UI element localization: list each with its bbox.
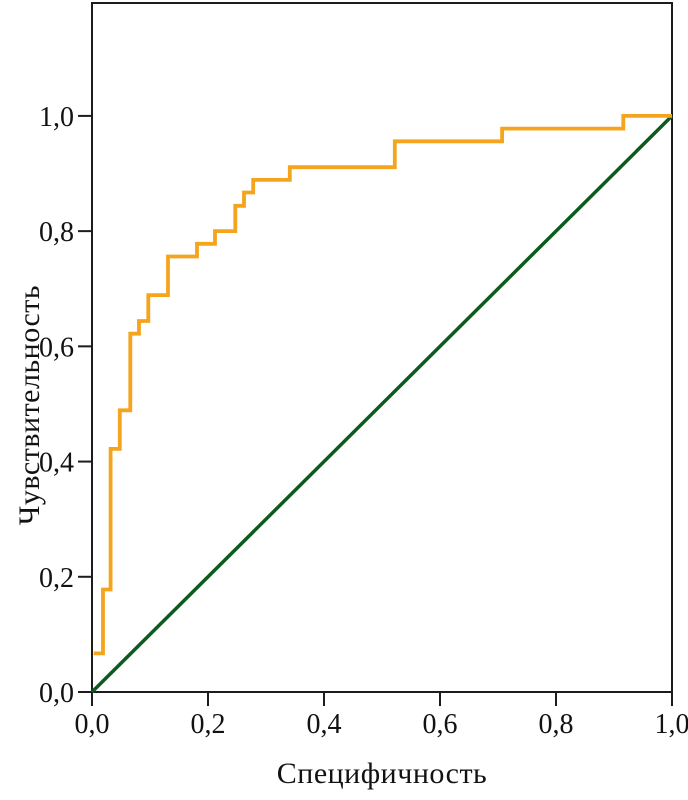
y-tick-label: 0,6 xyxy=(39,332,74,363)
y-tick-label: 0,2 xyxy=(39,563,74,594)
y-tick-label: 1,0 xyxy=(39,102,74,133)
x-tick-label: 0,4 xyxy=(307,709,342,740)
x-tick-label: 0,0 xyxy=(75,709,110,740)
x-tick-label: 0,2 xyxy=(191,709,226,740)
x-tick-label: 0,6 xyxy=(423,709,458,740)
y-axis-title-box: Чувствительность xyxy=(4,116,56,693)
reference-diagonal-line xyxy=(90,114,674,694)
y-tick-label: 0,4 xyxy=(39,448,74,479)
x-axis-title: Специфичность xyxy=(276,757,488,790)
x-tick-label: 0,8 xyxy=(539,709,574,740)
roc-curve-line xyxy=(93,114,672,656)
plot-border xyxy=(91,2,673,693)
y-tick-label: 0,8 xyxy=(39,217,74,248)
x-tick-label: 1,0 xyxy=(655,709,688,740)
y-axis-title: Чувствительность xyxy=(13,284,46,525)
y-tick-label: 0,0 xyxy=(39,678,74,709)
